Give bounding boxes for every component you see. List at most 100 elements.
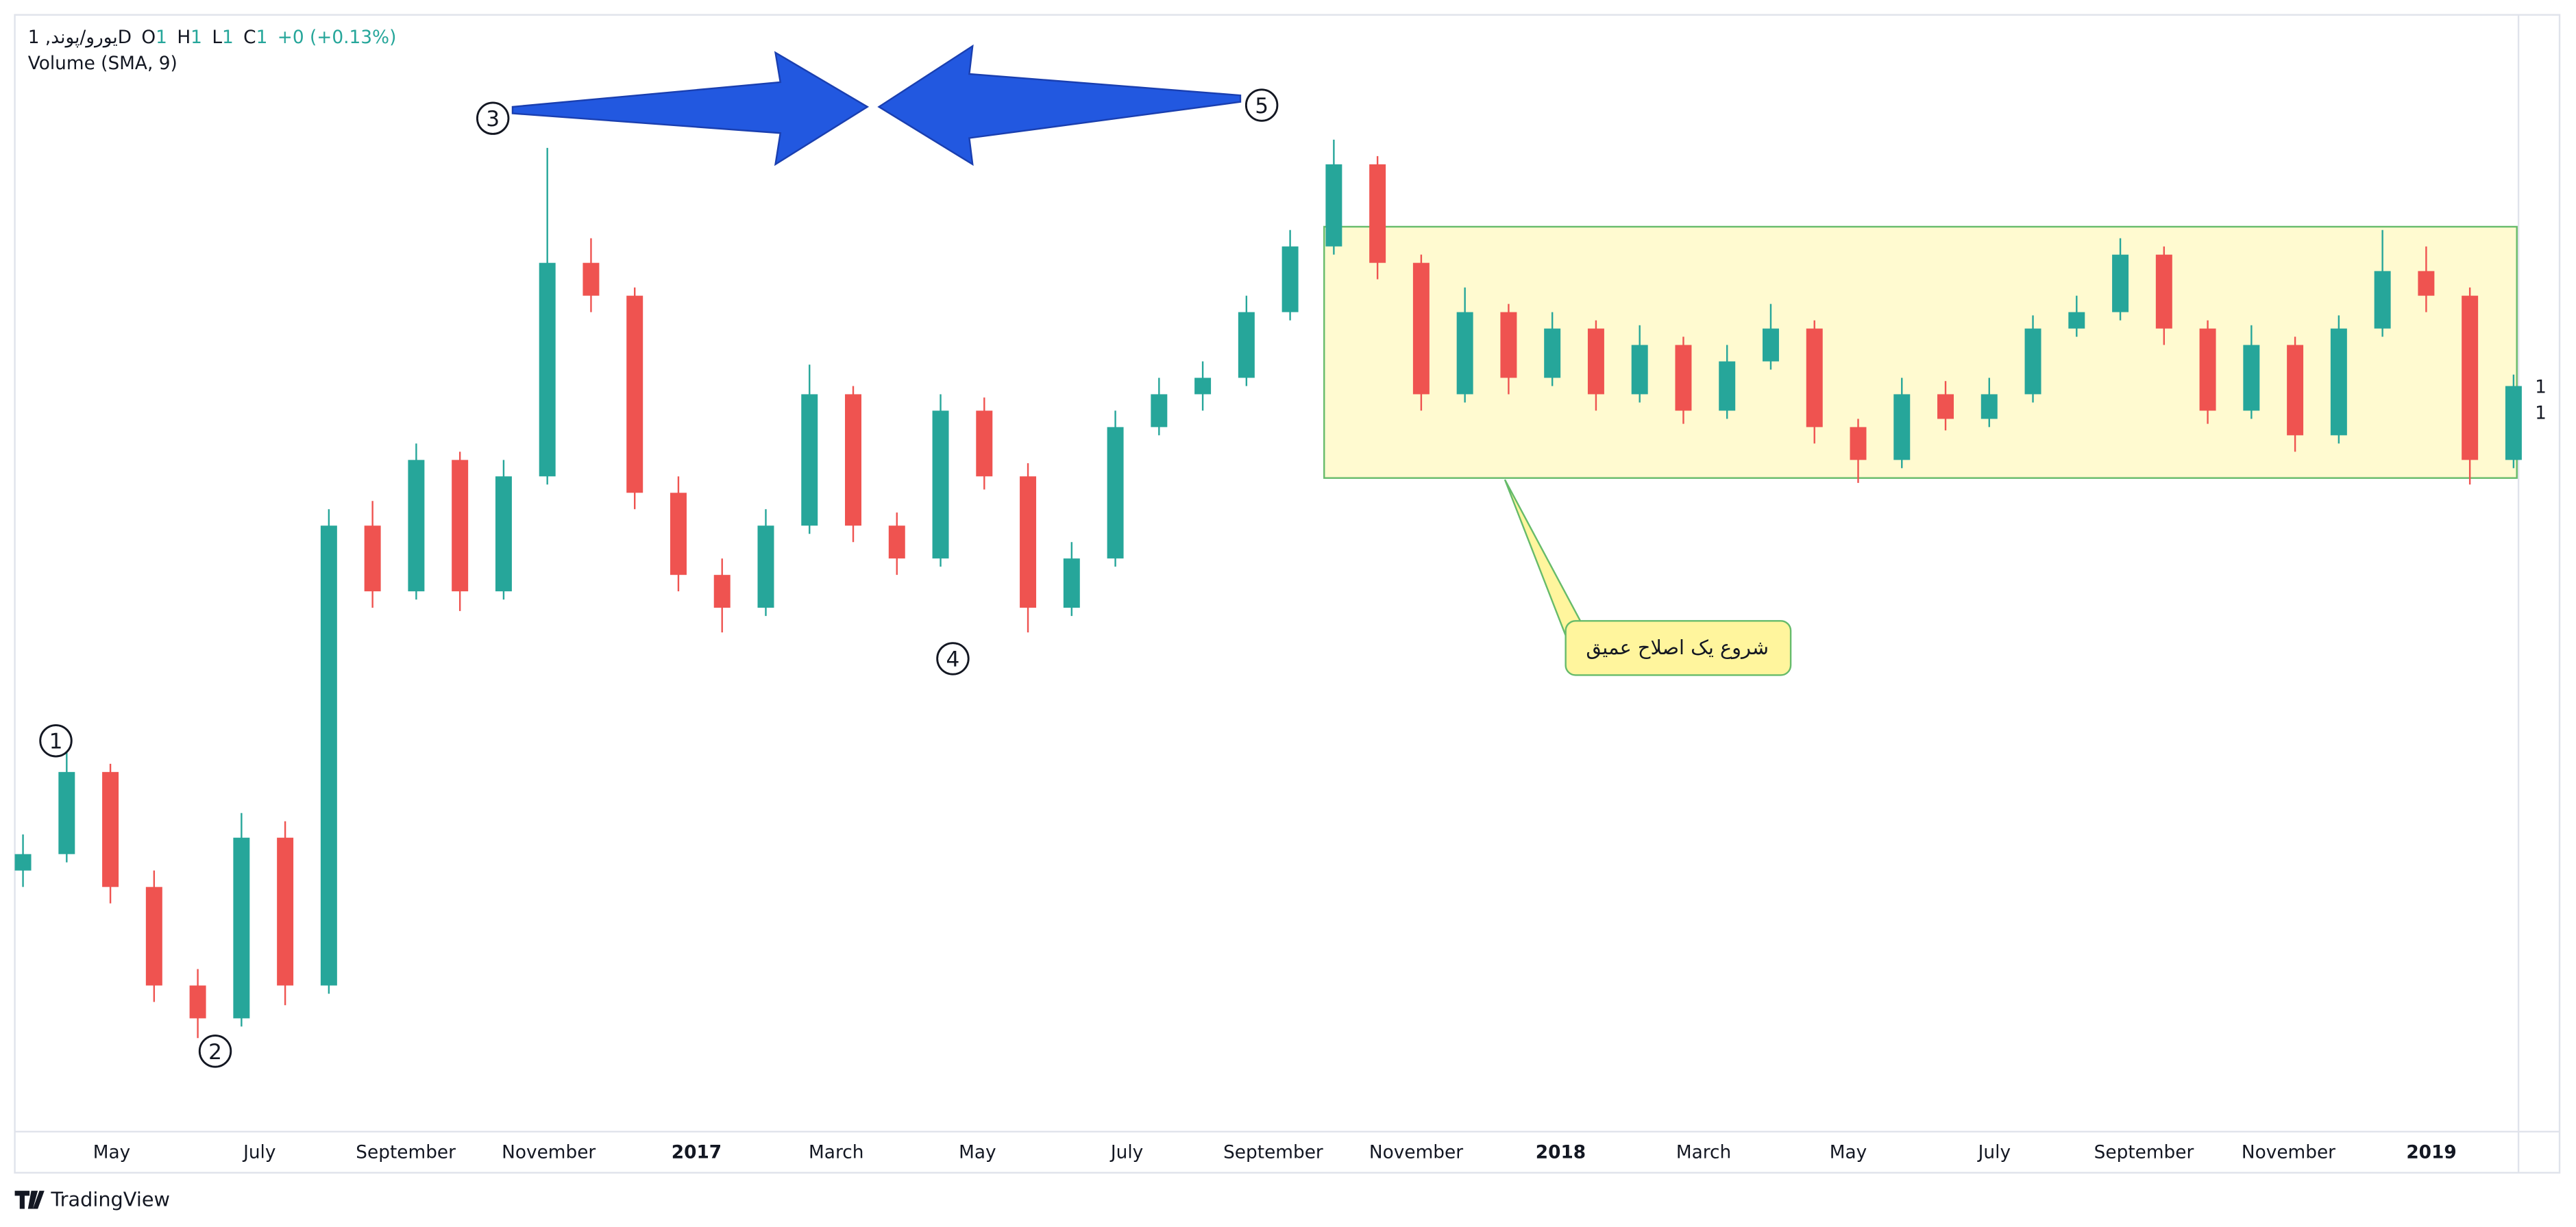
candle-body [1850, 427, 1867, 460]
x-tick-label: 2018 [1536, 1143, 1586, 1163]
candle-body [757, 525, 774, 608]
candle-body [189, 985, 206, 1019]
symbol: یورو/پوند, 1D [28, 27, 132, 48]
wave-label: 4 [946, 647, 960, 672]
candle-body [1893, 394, 1911, 460]
candle-body [1151, 394, 1168, 427]
price-label: 1 [2535, 377, 2547, 397]
candle-body [2418, 271, 2435, 296]
change: +0 (+0.13%) [278, 27, 397, 48]
c-value: 1 [256, 27, 268, 48]
candle-body [1675, 345, 1692, 411]
candle-body [539, 262, 556, 477]
candle-body [932, 410, 949, 559]
x-tick-label: September [356, 1143, 456, 1163]
range-box [1323, 225, 2518, 479]
x-tick-label: November [2242, 1143, 2335, 1163]
candle-body [1806, 328, 1823, 427]
candle-body [1107, 427, 1124, 559]
price-label: 1 [2535, 404, 2547, 424]
candle-body [1325, 164, 1342, 247]
wave-label: 1 [49, 730, 63, 754]
candle-body [1631, 345, 1648, 395]
wave-circle [936, 642, 970, 676]
x-tick-label: July [242, 1143, 275, 1163]
candle-body [233, 837, 250, 1019]
candle-body [1369, 164, 1386, 263]
wave-label: 2 [208, 1040, 222, 1065]
candle-body [364, 525, 381, 592]
x-tick-label: 2017 [672, 1143, 722, 1163]
candle-body [1412, 262, 1430, 395]
callout-box [1565, 620, 1792, 676]
candle-body [801, 394, 818, 526]
candle-body [1544, 328, 1561, 378]
x-tick-label: September [1223, 1143, 1323, 1163]
candle-body [670, 493, 687, 575]
arrow-left [511, 51, 870, 166]
c-label: C [243, 27, 256, 48]
x-tick-label: July [1109, 1143, 1143, 1163]
brand: TradingView [14, 1188, 170, 1211]
x-tick-label: March [1676, 1143, 1731, 1163]
candle-body [2505, 386, 2522, 460]
candle-body [58, 771, 75, 854]
candle-body [1194, 377, 1212, 395]
candle-body [2330, 328, 2347, 436]
frame [14, 14, 2561, 1174]
candle-body [102, 771, 119, 887]
candle-body [2462, 295, 2479, 460]
h-value: 1 [191, 27, 202, 48]
candle-body [145, 887, 162, 986]
candle-body [582, 262, 600, 296]
candle-body [2155, 254, 2172, 329]
candle-body [495, 476, 512, 592]
x-tick-label: July [1977, 1143, 2011, 1163]
x-tick-label: March [809, 1143, 863, 1163]
x-tick-label: May [93, 1143, 131, 1163]
candle-body [2112, 254, 2129, 312]
candle-body [14, 854, 32, 871]
candles [14, 139, 2522, 1039]
indicator: Volume (SMA, 9) [28, 53, 177, 74]
wave-label: 5 [1255, 94, 1268, 119]
candle-body [1719, 361, 1736, 411]
arrow-right [877, 44, 1242, 166]
l-label: L [212, 27, 222, 48]
x-tick-label: November [1369, 1143, 1463, 1163]
callout-text: شروع یک اصلاح عمیق [1586, 636, 1769, 659]
candle-body [888, 525, 905, 559]
l-value: 1 [222, 27, 234, 48]
wave-circle [198, 1034, 232, 1068]
candle-body [277, 837, 294, 986]
candle-body [713, 575, 731, 608]
candle-body [320, 525, 337, 986]
candle-body [408, 460, 425, 592]
brand-logo [14, 1191, 45, 1209]
candle-body [2243, 345, 2260, 411]
candle-body [2374, 271, 2391, 329]
callout-pointer [1504, 479, 1584, 646]
o-value: 1 [156, 27, 167, 48]
x-tick-label: 2019 [2406, 1143, 2456, 1163]
h-label: H [177, 27, 191, 48]
wave-circle [1244, 88, 1279, 122]
candle-body [2024, 328, 2041, 395]
candle-body [1762, 328, 1779, 362]
x-tick-label: May [1830, 1143, 1867, 1163]
candle-body [1500, 312, 1517, 378]
x-tick-label: November [502, 1143, 596, 1163]
x-tick-label: September [2094, 1143, 2194, 1163]
wave-label: 3 [486, 107, 500, 132]
candle-body [1020, 476, 1037, 608]
candle-body [1238, 312, 1255, 378]
candle-body [626, 295, 643, 493]
candle-body [2068, 312, 2085, 329]
candle-body [1281, 246, 1299, 312]
brand-name: TradingView [50, 1188, 170, 1211]
candle-body [1456, 312, 1473, 395]
candle-body [845, 394, 861, 526]
candle-body [1980, 394, 1998, 419]
candle-body [2199, 328, 2216, 411]
